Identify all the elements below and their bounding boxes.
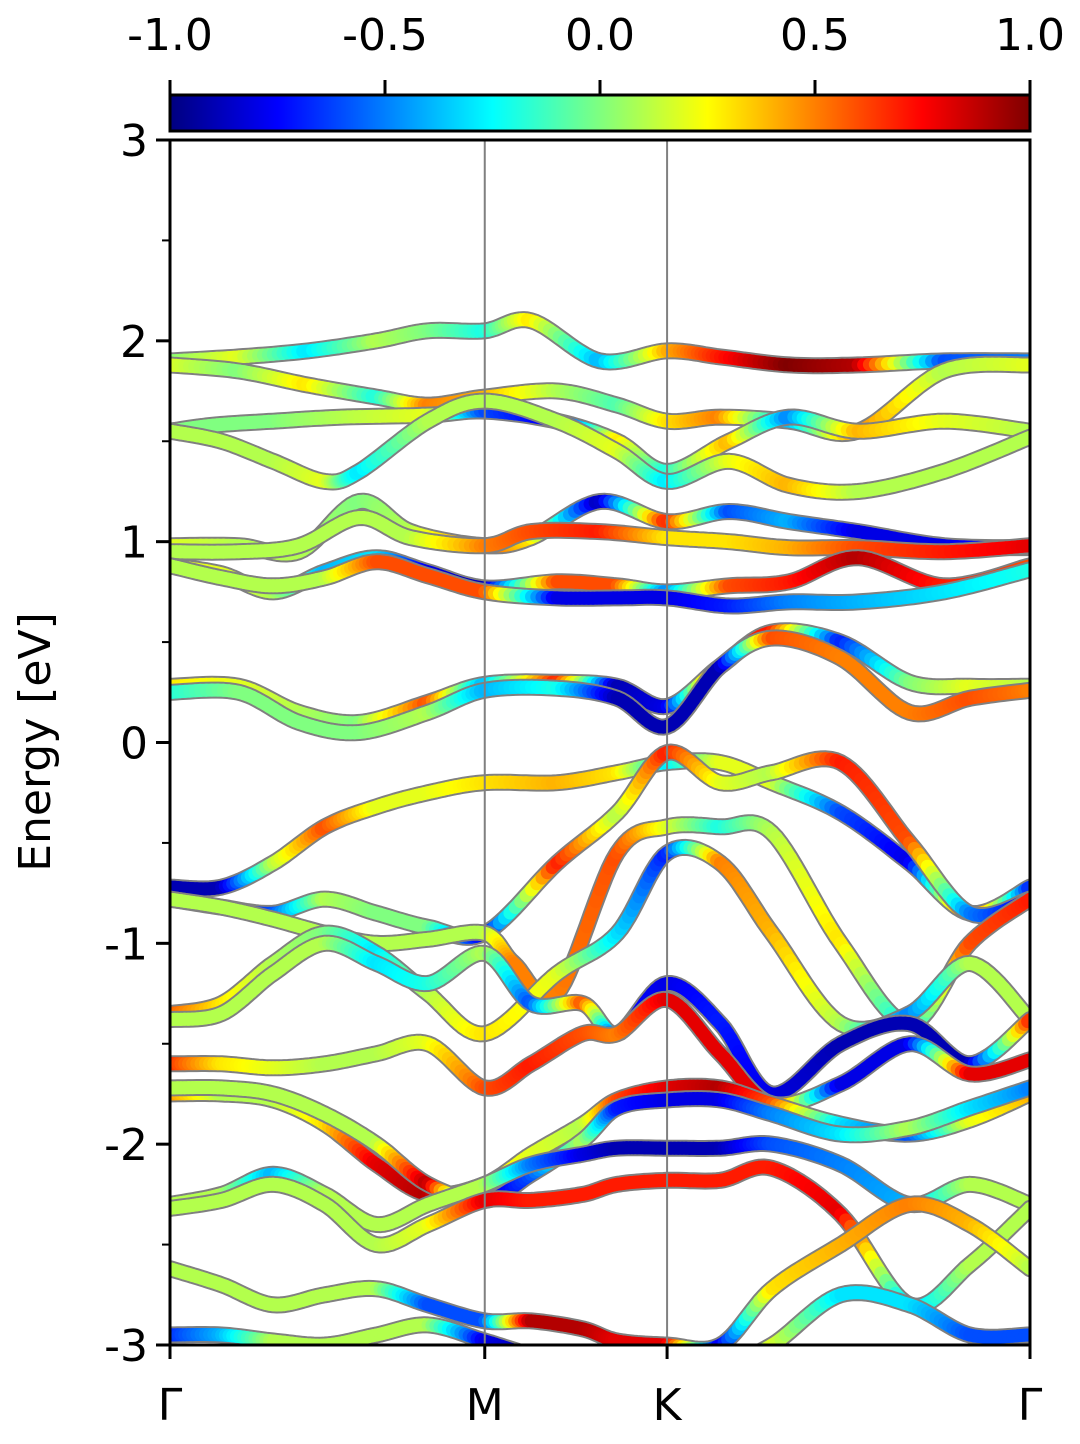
y-axis-label: Energy [eV] [10,612,61,872]
band-segment [752,1354,756,1356]
band-segment [735,1361,739,1362]
band-segment [521,1352,524,1353]
band-segment [518,1351,521,1352]
band-segment [550,1359,554,1360]
band-segment [682,1347,686,1348]
band-segment [690,1348,694,1349]
band-segment [531,1355,535,1356]
y-tick-label: 0 [120,719,148,770]
band-segment [764,1347,768,1349]
band-segment [558,1361,562,1362]
colorbar-tick-label: 0.0 [565,10,635,61]
y-tick-label: -3 [104,1321,148,1372]
colorbar: -1.0 -0.5 0.0 0.5 1.0 [127,10,1065,131]
band-segment [720,1364,724,1365]
colorbar-gradient [170,95,1030,131]
band-segment [528,1354,532,1355]
colorbar-tick-label: 1.0 [995,10,1065,61]
y-tick-label: -2 [104,1120,148,1171]
colorbar-tick-label: -0.5 [342,10,428,61]
y-tick-label: -1 [104,919,148,970]
band-outline [170,1204,1030,1349]
band-segment [562,1362,566,1363]
band-segment [686,1348,690,1349]
band-segment [738,1360,741,1361]
band-segment [756,1352,760,1354]
band-segment [554,1360,558,1361]
band-21 [170,1204,1030,1349]
band-segment [709,1348,713,1349]
band-segment [717,1365,721,1366]
band-1 [170,320,1030,366]
band-segment [515,1350,518,1351]
band-segment [524,1353,527,1354]
y-tick-label: 1 [120,518,148,569]
x-tick-label: M [466,1380,504,1431]
x-tick-label: Γ [158,1380,183,1431]
band-segment [542,1358,546,1359]
band-segment [724,1364,728,1365]
y-axis: 3 2 1 0 -1 -2 -3 [104,116,170,1372]
band-segment [546,1359,550,1360]
band-20 [170,1167,1030,1306]
colorbar-ticks: -1.0 -0.5 0.0 0.5 1.0 [127,10,1065,95]
band-segment [728,1363,732,1364]
plot-area: 3 2 1 0 -1 -2 -3 Γ M K Γ Energy [eV] [10,116,1043,1431]
band-segment [745,1357,749,1358]
band-segment [569,1363,573,1364]
plot-frame [170,140,1030,1345]
y-tick-label: 3 [120,116,148,167]
band-segment [713,1347,717,1348]
colorbar-tick-label: 0.5 [780,10,850,61]
band-segment [539,1357,543,1358]
band-segment [731,1362,735,1363]
band-segment [573,1364,577,1365]
band-segment [512,1349,515,1350]
x-tick-label: K [653,1380,683,1431]
band-segment [749,1355,753,1357]
band-segment [565,1362,569,1363]
band-segment [505,1347,508,1348]
y-tick-label: 2 [120,317,148,368]
band-segment [535,1356,539,1357]
colorbar-tick-label: -1.0 [127,10,213,61]
bands [170,320,1030,1367]
band-segment [576,1364,579,1365]
x-tick-label: Γ [1018,1380,1043,1431]
band-segment [760,1350,764,1352]
band-segment [508,1348,511,1349]
band-segment [742,1358,746,1359]
